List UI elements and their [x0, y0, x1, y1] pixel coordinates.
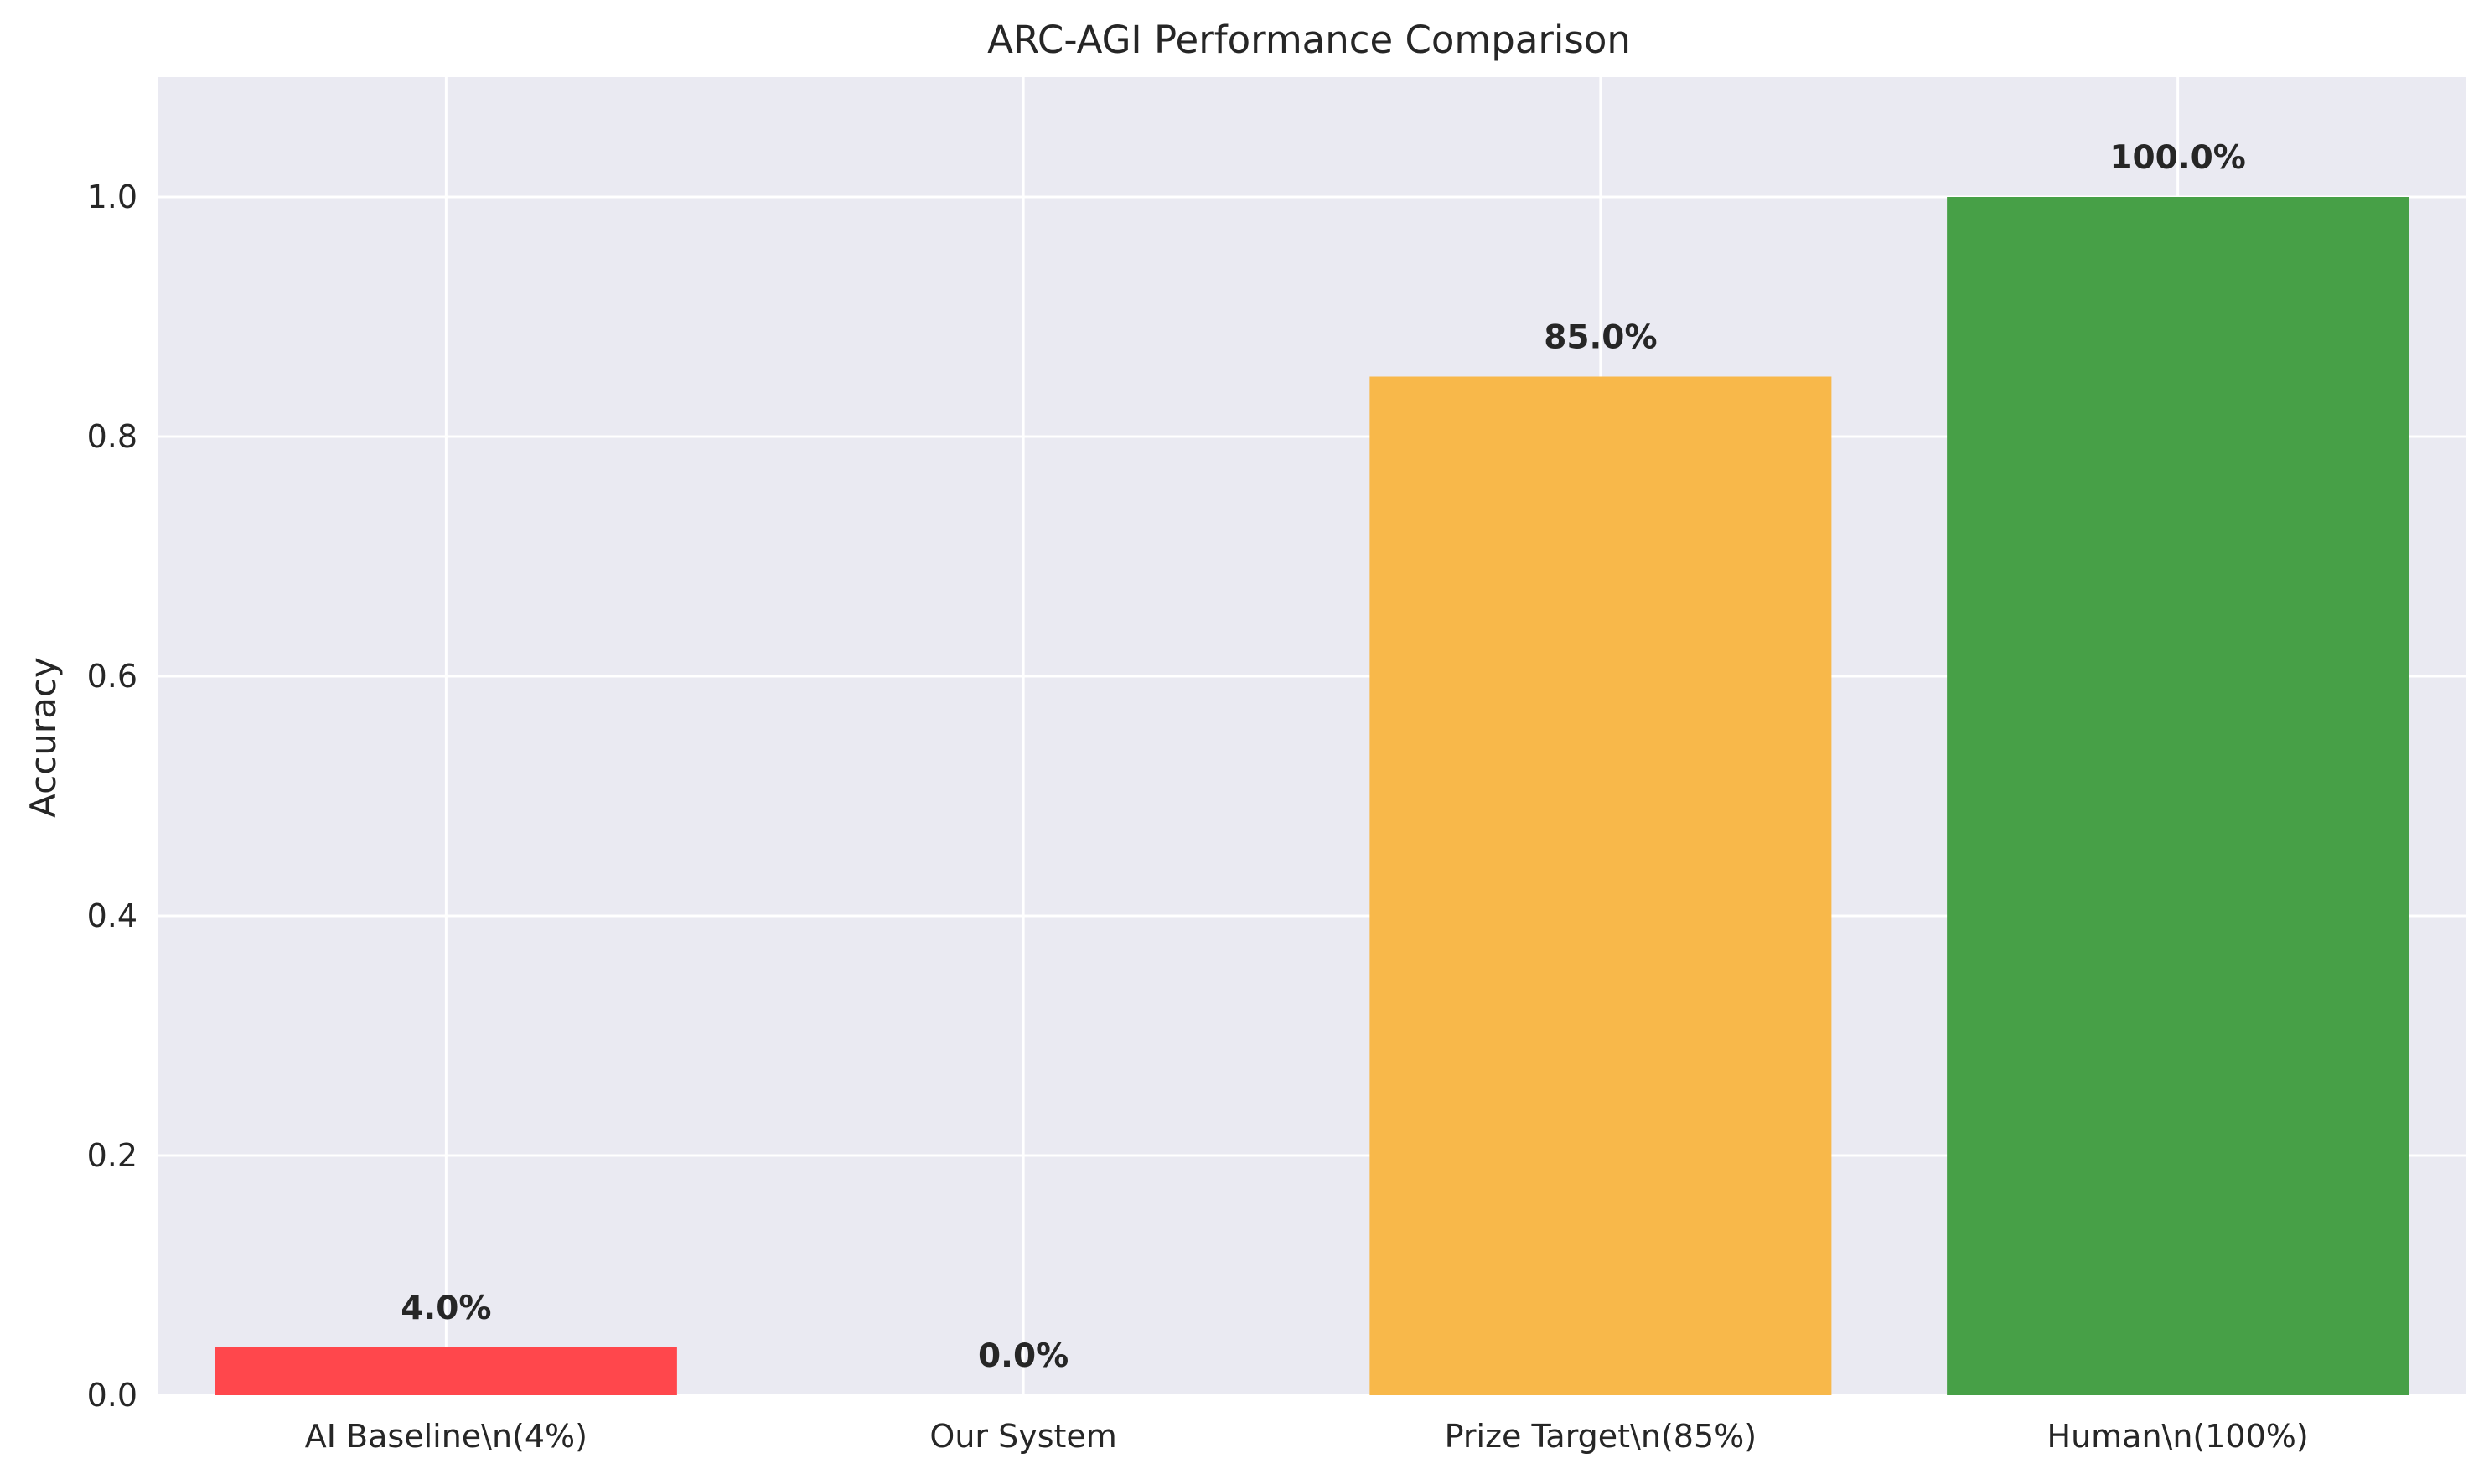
- y-axis-ticks: 0.0 0.2 0.4 0.6 0.8 1.0: [87, 178, 137, 1414]
- bar-value-label: 85.0%: [1544, 319, 1657, 357]
- y-tick-label: 0.8: [87, 418, 137, 455]
- y-tick-label: 0.6: [87, 658, 137, 695]
- y-tick-label: 0.4: [87, 897, 137, 934]
- bar-value-label: 100.0%: [2109, 139, 2245, 177]
- y-tick-label: 0.2: [87, 1137, 137, 1174]
- bar: [1369, 376, 1832, 1395]
- bar: [1947, 197, 2409, 1395]
- y-axis-label: Accuracy: [23, 657, 64, 818]
- bar-value-label: 0.0%: [978, 1337, 1069, 1375]
- chart-title: ARC-AGI Performance Comparison: [987, 18, 1631, 62]
- y-tick-label: 1.0: [87, 178, 137, 215]
- x-tick-label: Prize Target\n(85%): [1445, 1418, 1757, 1455]
- data-labels: 4.0% 0.0% 85.0% 100.0%: [401, 139, 2246, 1375]
- bars: [215, 197, 2409, 1395]
- bar: [215, 1347, 677, 1395]
- x-tick-label: AI Baseline\n(4%): [305, 1418, 587, 1455]
- bar-value-label: 4.0%: [401, 1290, 491, 1327]
- x-axis-ticks: AI Baseline\n(4%) Our System Prize Target\…: [305, 1418, 2309, 1455]
- x-tick-label: Our System: [929, 1418, 1116, 1455]
- x-tick-label: Human\n(100%): [2047, 1418, 2309, 1455]
- y-tick-label: 0.0: [87, 1377, 137, 1414]
